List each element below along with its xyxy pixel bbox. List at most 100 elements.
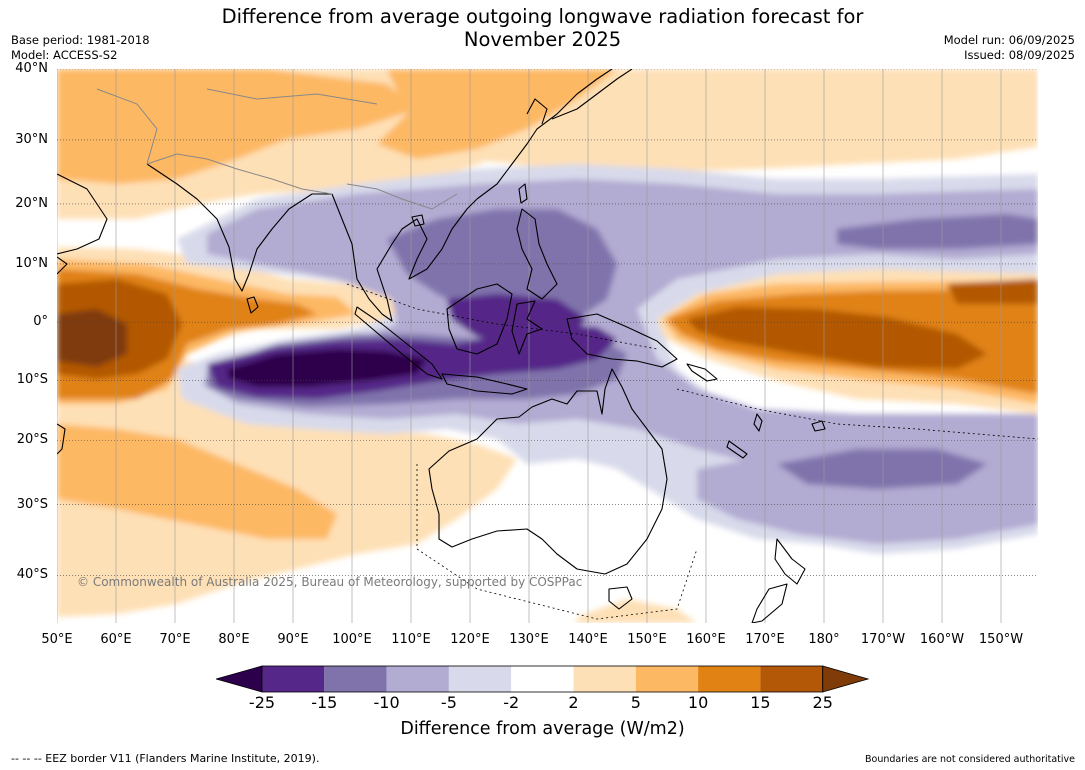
vanuatu-coast [753,413,763,432]
longitude-label: 70°E [159,632,191,647]
java-coast [441,373,528,395]
colorbar-tick-label: 15 [750,693,771,712]
longitude-label: 140°E [568,632,608,647]
latitude-label: 40°N [15,61,48,76]
map-gridlines [57,69,1038,623]
colorbar-tick-label: -2 [503,693,520,712]
country-borders [96,88,458,210]
longitude-label: 180° [808,632,840,647]
longitude-label: 60°E [100,632,132,647]
meta-left: Base period: 1981-2018 Model: ACCESS-S2 [11,33,150,63]
pacific-positive-core-east [947,279,1038,304]
colorbar-tick-label: 2 [568,693,579,712]
longitude-label: 160°W [919,632,965,647]
north-positive-core [57,69,417,184]
meta-right: Model run: 06/09/2025 Issued: 08/09/2025 [944,33,1075,63]
sri-lanka-coast [246,296,259,314]
colorbar-frame [261,665,824,693]
border-china-sea [346,183,458,210]
new-guinea-coast [566,313,678,368]
south-pacific-negative-strong [777,449,987,489]
latitude-label: 30°S [16,496,48,512]
longitude-label: 50°E [41,632,73,647]
new-caledonia-coast [726,440,748,459]
colorbar-tick-label: -10 [373,693,400,712]
issued-text: Issued: 08/09/2025 [964,48,1075,62]
base-period-text: Base period: 1981-2018 [11,33,150,47]
china-coast [476,69,613,200]
solomon-coast [686,363,718,382]
se-asia-coast [331,193,478,322]
longitude-label: 100°E [332,632,372,647]
longitude-label: 150°W [978,632,1024,647]
colorbar-bin-2 [324,666,387,692]
hainan-coast [411,214,425,227]
eez-borders [346,283,1038,620]
anomaly-map-svg [57,69,1038,623]
latitude-label: 20°S [16,432,48,448]
colorbar-bin-8 [698,666,761,692]
colorbar [216,665,870,693]
colorbar-bin-6 [573,666,636,692]
longitude-label: 160°E [686,632,726,647]
nz-north-coast [774,538,806,585]
boundaries-disclaimer: Boundaries are not considered authoritat… [865,754,1075,765]
anomaly-map[interactable] [57,69,1038,623]
longitude-label: 130°E [509,632,549,647]
india-coast [146,163,332,292]
colorbar-tick-label: -5 [440,693,457,712]
philippines-negative [387,209,617,324]
colorbar-bin-3 [386,666,449,692]
nz-south-coast [751,583,788,623]
tasmania-coast [608,586,633,610]
colorbar-upper-extension [822,665,870,693]
colorbar-tick-label: 25 [812,693,833,712]
colorbar-bin-7 [635,666,699,692]
longitude-label: 80°E [218,632,250,647]
east-asia-positive [377,69,617,159]
coastlines [57,69,826,623]
philippines-coast [516,208,558,300]
latitude-label: 20°N [15,195,48,211]
copyright-note: © Commonwealth of Australia 2025, Bureau… [77,575,583,589]
sumatra-coast [354,306,443,380]
arabia-coast [57,173,108,255]
colorbar-bin-9 [760,666,823,692]
japan-coast [551,69,633,120]
latitude-label: 30°N [15,131,48,147]
sulawesi-coast [511,300,543,355]
pacific-negative-strong [837,214,1038,249]
colorbar-tick-label: 5 [630,693,641,712]
indian-negative-peak [227,349,427,387]
colorbar-bin-4 [448,666,512,692]
latitude-label: 0° [33,314,48,330]
border-central-asia [96,88,158,165]
latitude-label: 40°S [16,567,48,583]
africa-coast [57,256,68,275]
border-himalaya [146,153,333,195]
fiji-coast [811,420,826,432]
colorbar-bin-1 [262,666,325,692]
australia-coast [428,368,668,575]
colorbar-tick-label: -25 [248,693,276,712]
korea-coast [526,98,548,125]
longitude-label: 110°E [391,632,431,647]
maritime-negative-core [447,294,587,344]
longitude-label: 150°E [627,632,667,647]
eez-indonesia [346,283,658,350]
border-mongolia [206,88,378,105]
anomaly-shading [57,69,1038,623]
longitude-label: 120°E [450,632,490,647]
colorbar-tick-label: 10 [687,693,709,712]
colorbar-lower-extension [216,665,263,693]
longitude-label: 170°W [860,632,906,647]
arabian-positive-peak [57,309,127,367]
longitude-label: 170°E [745,632,785,647]
model-text: Model: ACCESS-S2 [11,48,118,62]
taiwan-coast [518,183,528,204]
latitude-label: 10°S [16,372,48,388]
longitude-label: 90°E [277,632,309,647]
south-indian-positive-mid [57,424,337,539]
colorbar-bin-5 [511,666,574,692]
eez-australia [416,464,698,620]
